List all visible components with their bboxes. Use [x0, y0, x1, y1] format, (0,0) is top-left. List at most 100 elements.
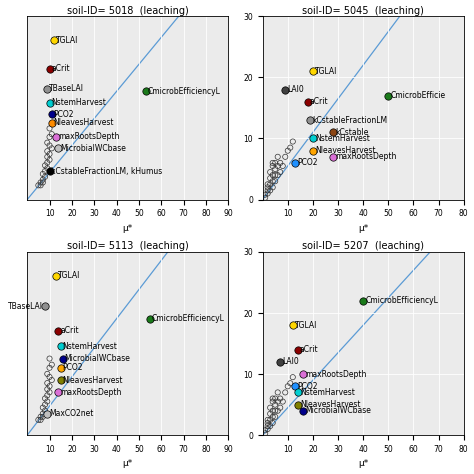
- Text: aCrit: aCrit: [51, 64, 70, 73]
- Point: [39, 404, 46, 411]
- Text: maxRootsDepth: maxRootsDepth: [335, 152, 396, 161]
- Point: [266, 422, 274, 430]
- Text: MicrobialWCbase: MicrobialWCbase: [60, 144, 126, 153]
- Point: [46, 125, 53, 132]
- Point: [329, 153, 337, 161]
- Point: [279, 398, 286, 405]
- Text: NleavesHarvest: NleavesHarvest: [315, 146, 375, 155]
- Text: kCstable: kCstable: [335, 128, 368, 137]
- Text: LAI0: LAI0: [282, 357, 299, 366]
- Point: [294, 389, 301, 396]
- Point: [41, 407, 49, 414]
- Point: [304, 98, 312, 106]
- Point: [44, 392, 51, 399]
- Point: [264, 419, 272, 427]
- Point: [282, 153, 289, 161]
- Point: [44, 159, 51, 166]
- Point: [276, 395, 284, 402]
- Point: [307, 117, 314, 124]
- Text: NstemHarvest: NstemHarvest: [51, 98, 106, 107]
- Text: MicrobialWCbase: MicrobialWCbase: [65, 354, 131, 363]
- Point: [292, 383, 299, 390]
- Text: PCO2: PCO2: [297, 382, 318, 391]
- Point: [261, 427, 269, 434]
- Text: NstemHarvest: NstemHarvest: [63, 342, 118, 351]
- Point: [59, 355, 67, 362]
- Point: [142, 88, 149, 95]
- Point: [48, 119, 55, 127]
- Point: [46, 364, 53, 372]
- Point: [264, 190, 272, 197]
- Text: NleavesHarvest: NleavesHarvest: [63, 375, 123, 384]
- Point: [282, 389, 289, 396]
- Point: [41, 395, 49, 402]
- Text: NleavesHarvest: NleavesHarvest: [300, 400, 360, 409]
- Point: [269, 413, 276, 420]
- Point: [272, 165, 279, 173]
- Point: [274, 171, 282, 179]
- Point: [46, 65, 53, 73]
- X-axis label: μ*: μ*: [123, 224, 133, 233]
- Point: [46, 99, 53, 107]
- Point: [272, 413, 279, 420]
- Text: PCO2: PCO2: [54, 109, 74, 118]
- Point: [266, 416, 274, 424]
- Point: [299, 407, 307, 415]
- Text: CmicrobEfficiencyL: CmicrobEfficiencyL: [365, 296, 438, 305]
- Point: [44, 410, 51, 418]
- Point: [276, 404, 284, 411]
- Point: [272, 171, 279, 179]
- Point: [37, 416, 45, 424]
- Point: [55, 145, 62, 152]
- Point: [269, 159, 276, 167]
- Point: [55, 327, 62, 335]
- Point: [309, 67, 317, 75]
- Point: [269, 162, 276, 170]
- Point: [41, 162, 49, 169]
- Point: [284, 147, 292, 155]
- Point: [309, 147, 317, 155]
- Point: [46, 167, 53, 175]
- Point: [359, 297, 367, 305]
- Point: [289, 321, 297, 329]
- Text: maxRootsDepth: maxRootsDepth: [305, 370, 366, 379]
- Point: [261, 429, 269, 437]
- Point: [41, 303, 49, 310]
- Point: [286, 380, 294, 387]
- Point: [269, 177, 276, 185]
- Point: [266, 404, 274, 411]
- Text: CmicrobEfficie: CmicrobEfficie: [390, 91, 446, 100]
- Text: PCO2: PCO2: [63, 363, 83, 372]
- Text: aCrit: aCrit: [60, 327, 79, 336]
- Point: [266, 187, 274, 194]
- Text: MicrobialWCbase: MicrobialWCbase: [305, 406, 371, 415]
- Point: [53, 133, 60, 141]
- Point: [269, 419, 276, 427]
- Point: [46, 373, 53, 381]
- Point: [146, 315, 154, 322]
- Point: [294, 401, 301, 409]
- Point: [37, 182, 45, 189]
- Point: [57, 376, 64, 384]
- Point: [44, 370, 51, 378]
- Point: [35, 182, 42, 189]
- Text: maxRootsDepth: maxRootsDepth: [60, 388, 122, 397]
- Point: [46, 142, 53, 149]
- Point: [264, 183, 272, 191]
- Point: [48, 145, 55, 152]
- X-axis label: μ*: μ*: [123, 459, 133, 468]
- Point: [44, 385, 51, 393]
- Point: [289, 138, 297, 146]
- Point: [264, 422, 272, 430]
- Point: [46, 156, 53, 164]
- Point: [57, 364, 64, 372]
- Point: [384, 92, 392, 100]
- Text: TBaseLAI: TBaseLAI: [8, 302, 43, 311]
- Point: [41, 173, 49, 181]
- Point: [39, 410, 46, 418]
- Text: aCrit: aCrit: [310, 97, 328, 106]
- X-axis label: μ*: μ*: [358, 459, 368, 468]
- Point: [261, 194, 269, 201]
- Point: [39, 413, 46, 420]
- Point: [294, 346, 301, 354]
